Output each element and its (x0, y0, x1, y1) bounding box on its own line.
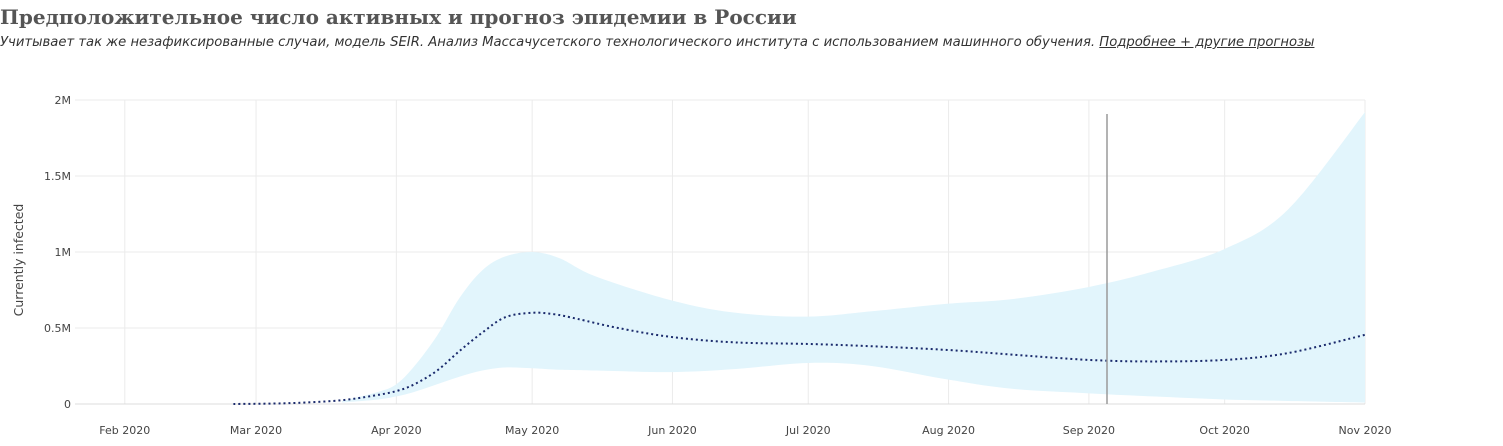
x-tick-label: Apr 2020 (371, 424, 422, 437)
confidence-band (342, 112, 1365, 403)
more-forecasts-link[interactable]: Подробнее + другие прогнозы (1099, 35, 1315, 50)
x-tick-label: Sep 2020 (1063, 424, 1115, 437)
y-axis: 0 0.5M 1M 1.5M 2M (44, 94, 71, 411)
forecast-line (233, 311, 1366, 405)
subtitle-text: Учитывает так же незафиксированные случа… (0, 35, 1096, 50)
x-tick-label: Feb 2020 (99, 424, 150, 437)
y-tick-label: 0.5M (44, 322, 71, 335)
x-tick-label: Nov 2020 (1339, 424, 1392, 437)
x-axis: Feb 2020 Mar 2020 Apr 2020 May 2020 Jun 2020… (99, 424, 1391, 437)
forecast-line-layer (233, 311, 1366, 405)
y-tick-label: 0 (64, 398, 71, 411)
confidence-band-layer (342, 112, 1365, 403)
y-axis-title: Currently infected (11, 204, 26, 317)
x-tick-label: Aug 2020 (922, 424, 975, 437)
x-tick-label: Jul 2020 (785, 424, 831, 437)
x-tick-label: May 2020 (505, 424, 559, 437)
y-tick-label: 2M (55, 94, 72, 107)
chart-header: Предположительное число активных и прогн… (0, 3, 1503, 53)
x-tick-label: Mar 2020 (230, 424, 282, 437)
chart-title: Предположительное число активных и прогн… (0, 5, 797, 29)
y-tick-label: 1.5M (44, 170, 71, 183)
x-tick-label: Oct 2020 (1199, 424, 1250, 437)
chart-subtitle: Учитывает так же незафиксированные случа… (0, 33, 1503, 53)
y-tick-label: 1M (55, 246, 72, 259)
x-tick-label: Jun 2020 (647, 424, 697, 437)
